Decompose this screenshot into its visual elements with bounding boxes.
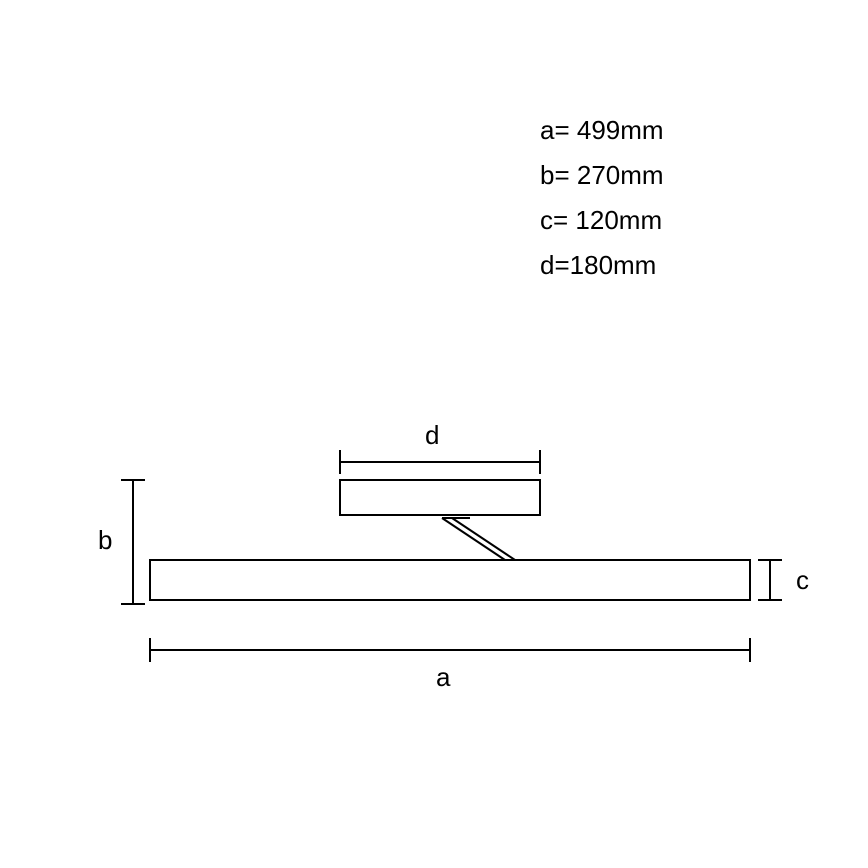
label-d: d — [425, 420, 439, 451]
label-a: a — [436, 662, 450, 693]
label-c: c — [796, 565, 809, 596]
label-b: b — [98, 525, 112, 556]
